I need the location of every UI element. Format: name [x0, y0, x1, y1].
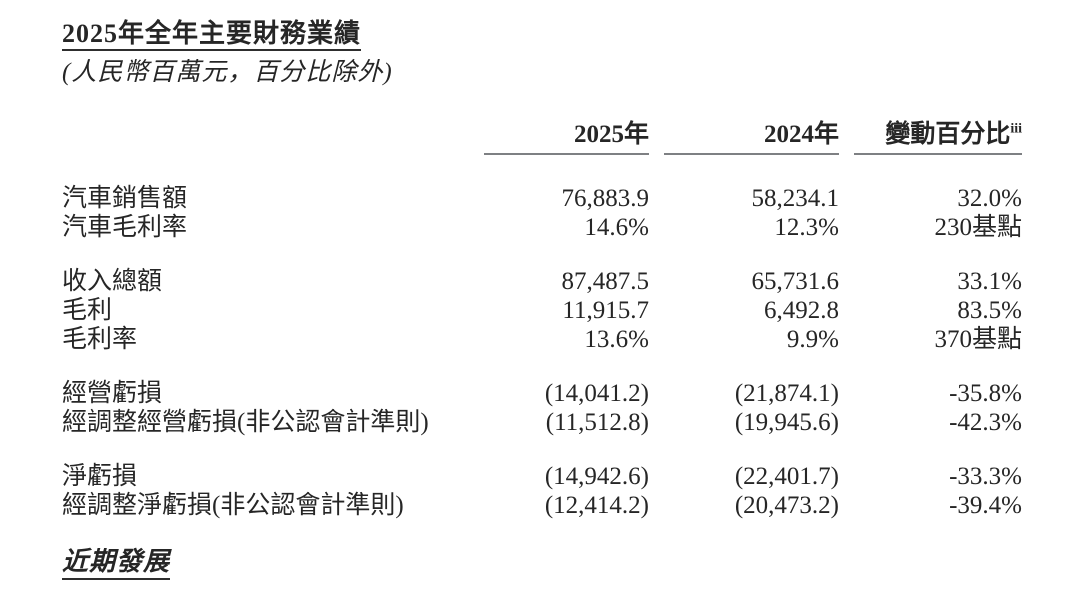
col-header-change-label: 變動百分比 — [885, 121, 1011, 148]
value-change: 370基點 — [934, 326, 1022, 353]
table-row: 收入總額 87,487.5 65,731.6 33.1% — [62, 267, 1022, 296]
table-row: 毛利率 13.6% 9.9% 370基點 — [62, 325, 1022, 354]
value-2025: (12,414.2) — [544, 492, 649, 519]
units-note: (人民幣百萬元，百分比除外) — [62, 59, 393, 86]
table-row: 毛利 11,915.7 6,492.8 83.5% — [62, 296, 1022, 325]
value-2024: 6,492.8 — [764, 297, 839, 324]
value-2025: (11,512.8) — [545, 409, 649, 436]
value-change: 33.1% — [957, 268, 1022, 295]
table-row: 汽車毛利率 14.6% 12.3% 230基點 — [62, 213, 1022, 242]
value-change: -33.3% — [949, 463, 1022, 490]
value-change: 32.0% — [957, 185, 1022, 212]
table-header-row: 2025年 2024年 變動百分比iii — [62, 122, 1022, 155]
table-row: 經調整經營虧損(非公認會計準則) (11,512.8) (19,945.6) -… — [62, 408, 1022, 437]
value-2024: 9.9% — [786, 326, 839, 353]
footnote-marker: iii — [1010, 121, 1022, 137]
row-label: 經調整淨虧損(非公認會計準則) — [62, 492, 404, 519]
row-label: 汽車銷售額 — [62, 185, 188, 212]
value-2025: 76,883.9 — [561, 185, 650, 212]
col-header-2025: 2025年 — [484, 122, 649, 155]
row-label: 經調整經營虧損(非公認會計準則) — [62, 409, 429, 436]
value-2024: (19,945.6) — [734, 409, 839, 436]
row-label: 毛利率 — [62, 326, 138, 353]
row-group-auto: 汽車銷售額 76,883.9 58,234.1 32.0% 汽車毛利率 14.6… — [62, 184, 1022, 242]
page-title: 2025年全年主要財務業績 — [62, 20, 362, 51]
value-2024: (22,401.7) — [734, 463, 839, 490]
value-2025: 14.6% — [584, 214, 649, 241]
row-group-net-loss: 淨虧損 (14,942.6) (22,401.7) -33.3% 經調整淨虧損(… — [62, 462, 1022, 520]
value-2024: (20,473.2) — [734, 492, 839, 519]
value-2025: (14,942.6) — [544, 463, 649, 490]
row-label: 毛利 — [62, 297, 113, 324]
row-group-revenue: 收入總額 87,487.5 65,731.6 33.1% 毛利 11,915.7… — [62, 267, 1022, 354]
value-2025: 87,487.5 — [561, 268, 650, 295]
value-2024: 65,731.6 — [751, 268, 840, 295]
table-row: 經營虧損 (14,041.2) (21,874.1) -35.8% — [62, 379, 1022, 408]
value-2024: (21,874.1) — [734, 380, 839, 407]
table-row: 淨虧損 (14,942.6) (22,401.7) -33.3% — [62, 462, 1022, 491]
value-change: -39.4% — [949, 492, 1022, 519]
section-heading-recent-developments: 近期發展 — [62, 548, 171, 580]
row-label: 經營虧損 — [62, 380, 163, 407]
value-change: 83.5% — [957, 297, 1022, 324]
value-2024: 58,234.1 — [751, 185, 840, 212]
row-group-operating-loss: 經營虧損 (14,041.2) (21,874.1) -35.8% 經調整經營虧… — [62, 379, 1022, 437]
table-row: 汽車銷售額 76,883.9 58,234.1 32.0% — [62, 184, 1022, 213]
value-2025: 13.6% — [584, 326, 649, 353]
row-label: 收入總額 — [62, 268, 163, 295]
table-row: 經調整淨虧損(非公認會計準則) (12,414.2) (20,473.2) -3… — [62, 491, 1022, 520]
row-label: 淨虧損 — [62, 463, 138, 490]
financial-results-table: 2025年 2024年 變動百分比iii 汽車銷售額 76,883.9 58,2… — [62, 122, 1022, 520]
value-change: -42.3% — [949, 409, 1022, 436]
col-header-2024: 2024年 — [664, 122, 839, 155]
value-2025: (14,041.2) — [544, 380, 649, 407]
value-2024: 12.3% — [774, 214, 839, 241]
value-2025: 11,915.7 — [562, 297, 649, 324]
row-label: 汽車毛利率 — [62, 214, 188, 241]
col-header-change: 變動百分比iii — [854, 122, 1022, 155]
value-change: 230基點 — [934, 214, 1022, 241]
value-change: -35.8% — [949, 380, 1022, 407]
